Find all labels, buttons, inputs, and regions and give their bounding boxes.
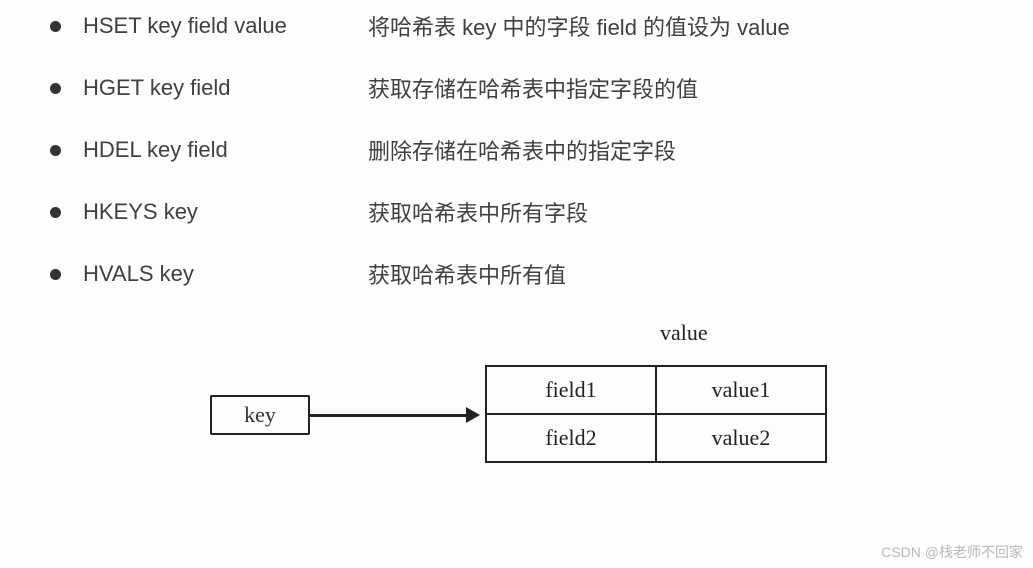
hash-diagram: value key field1 value1 field2 value2 [200, 320, 840, 500]
field-cell: field2 [486, 414, 656, 462]
command-desc: 获取存储在哈希表中指定字段的值 [368, 72, 698, 104]
value-cell: value2 [656, 414, 826, 462]
command-row: HGET key field 获取存储在哈希表中指定字段的值 [50, 72, 1033, 104]
bullet-icon [50, 83, 61, 94]
command-desc: 删除存储在哈希表中的指定字段 [368, 134, 676, 166]
field-cell: field1 [486, 366, 656, 414]
command-row: HSET key field value 将哈希表 key 中的字段 field… [50, 10, 1033, 42]
command-row: HKEYS key 获取哈希表中所有字段 [50, 196, 1033, 228]
command-desc: 获取哈希表中所有字段 [368, 196, 588, 228]
command-text: HVALS key [83, 261, 368, 287]
bullet-icon [50, 269, 61, 280]
command-list: HSET key field value 将哈希表 key 中的字段 field… [0, 0, 1033, 290]
command-desc: 获取哈希表中所有值 [368, 258, 566, 290]
value-cell: value1 [656, 366, 826, 414]
key-box: key [210, 395, 310, 435]
value-header-label: value [660, 320, 708, 346]
command-text: HSET key field value [83, 13, 368, 39]
command-desc: 将哈希表 key 中的字段 field 的值设为 value [368, 10, 790, 42]
table-row: field1 value1 [486, 366, 826, 414]
command-row: HVALS key 获取哈希表中所有值 [50, 258, 1033, 290]
bullet-icon [50, 21, 61, 32]
command-text: HDEL key field [83, 137, 368, 163]
watermark: CSDN @栈老师不回家 [881, 542, 1023, 562]
command-row: HDEL key field 删除存储在哈希表中的指定字段 [50, 134, 1033, 166]
command-text: HKEYS key [83, 199, 368, 225]
command-text: HGET key field [83, 75, 368, 101]
hash-table: field1 value1 field2 value2 [485, 365, 827, 463]
bullet-icon [50, 145, 61, 156]
bullet-icon [50, 207, 61, 218]
arrow-icon [310, 413, 480, 417]
table-row: field2 value2 [486, 414, 826, 462]
